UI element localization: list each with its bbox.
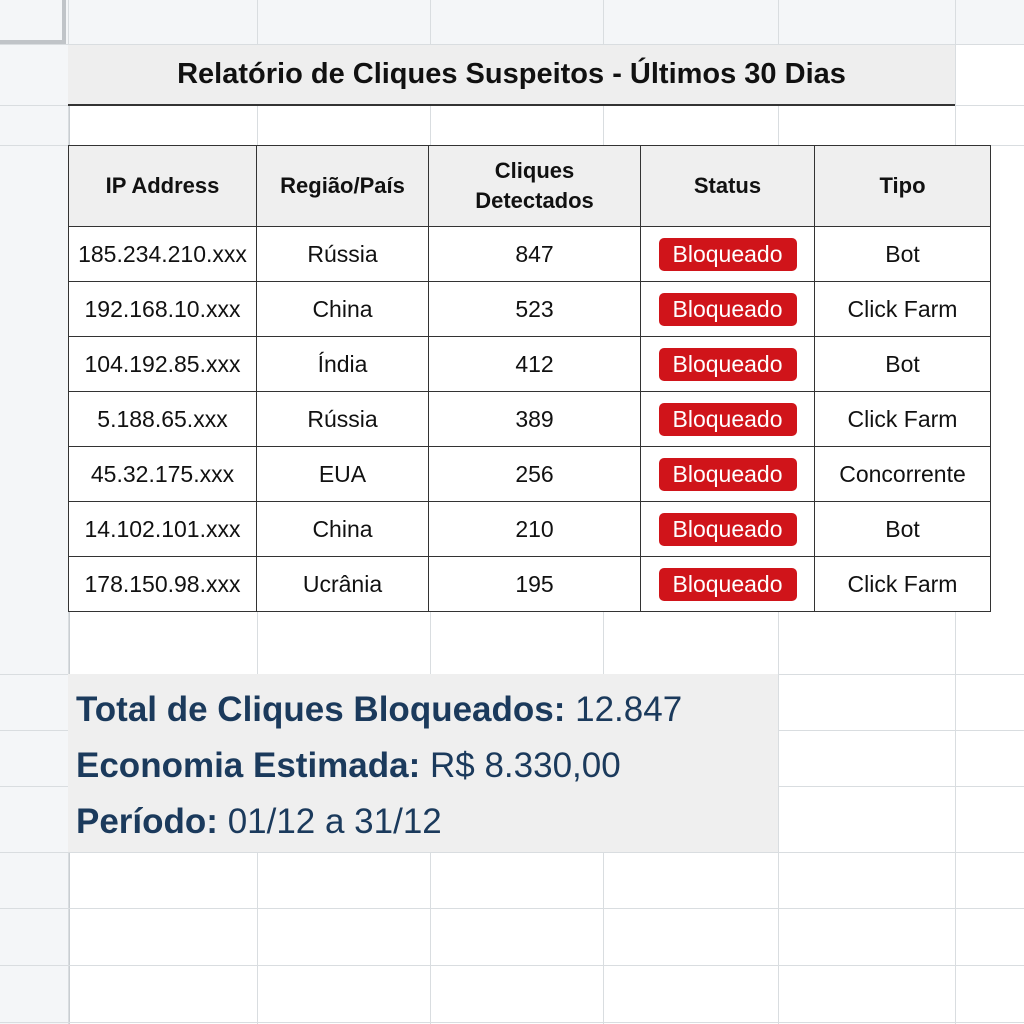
column-header-ip: IP Address: [68, 145, 257, 227]
period-value: 01/12 a 31/12: [227, 802, 442, 841]
table-row: 5.188.65.xxx Rússia 389 Bloqueado Click Farm: [68, 391, 991, 447]
region-cell[interactable]: Ucrânia: [256, 556, 429, 612]
status-cell[interactable]: Bloqueado: [640, 226, 815, 282]
table-row: 192.168.10.xxx China 523 Bloqueado Click Far…: [68, 281, 991, 337]
total-value: 12.847: [575, 690, 683, 729]
select-all-corner[interactable]: [0, 0, 66, 44]
clicks-cell[interactable]: 412: [428, 336, 641, 392]
clicks-cell[interactable]: 210: [428, 501, 641, 557]
table-row: 104.192.85.xxx Índia 412 Bloqueado Bot: [68, 336, 991, 392]
column-header-clicks: Cliques Detectados: [428, 145, 641, 227]
summary-total: Total de Cliques Bloqueados: 12.847: [76, 684, 778, 740]
type-cell[interactable]: Click Farm: [814, 391, 991, 447]
status-cell[interactable]: Bloqueado: [640, 281, 815, 337]
type-cell[interactable]: Concorrente: [814, 446, 991, 502]
total-label: Total de Cliques Bloqueados:: [76, 690, 566, 729]
row-header-column: [0, 0, 70, 1024]
status-cell[interactable]: Bloqueado: [640, 501, 815, 557]
status-badge: Bloqueado: [658, 237, 797, 271]
ip-cell[interactable]: 185.234.210.xxx: [68, 226, 257, 282]
ip-cell[interactable]: 14.102.101.xxx: [68, 501, 257, 557]
column-header-type: Tipo: [814, 145, 991, 227]
summary-period: Período: 01/12 a 31/12: [76, 796, 778, 852]
table-row: 14.102.101.xxx China 210 Bloqueado Bot: [68, 501, 991, 557]
region-cell[interactable]: Rússia: [256, 391, 429, 447]
clicks-cell[interactable]: 523: [428, 281, 641, 337]
ip-cell[interactable]: 45.32.175.xxx: [68, 446, 257, 502]
column-header-row: [68, 0, 1024, 44]
summary-savings: Economia Estimada: R$ 8.330,00: [76, 740, 778, 796]
column-header-region: Região/País: [256, 145, 429, 227]
region-cell[interactable]: China: [256, 501, 429, 557]
grid-row-line: [0, 1022, 1024, 1023]
type-cell[interactable]: Click Farm: [814, 281, 991, 337]
table-row: 178.150.98.xxx Ucrânia 195 Bloqueado Click F…: [68, 556, 991, 612]
status-badge: Bloqueado: [658, 347, 797, 381]
status-badge: Bloqueado: [658, 457, 797, 491]
grid-row-line: [0, 965, 1024, 966]
clicks-cell[interactable]: 256: [428, 446, 641, 502]
grid-row-line: [0, 44, 1024, 45]
grid-row-line: [0, 908, 1024, 909]
grid-row-line: [0, 852, 1024, 853]
table-header-row: IP Address Região/País Cliques Detectado…: [68, 145, 991, 227]
status-cell[interactable]: Bloqueado: [640, 446, 815, 502]
region-cell[interactable]: EUA: [256, 446, 429, 502]
ip-cell[interactable]: 192.168.10.xxx: [68, 281, 257, 337]
suspicious-clicks-table: IP Address Região/País Cliques Detectado…: [68, 145, 991, 612]
period-label: Período:: [76, 802, 218, 841]
clicks-cell[interactable]: 847: [428, 226, 641, 282]
savings-label: Economia Estimada:: [76, 746, 421, 785]
ip-cell[interactable]: 104.192.85.xxx: [68, 336, 257, 392]
status-cell[interactable]: Bloqueado: [640, 556, 815, 612]
table-row: 185.234.210.xxx Rússia 847 Bloqueado Bot: [68, 226, 991, 282]
status-badge: Bloqueado: [658, 512, 797, 546]
clicks-cell[interactable]: 389: [428, 391, 641, 447]
type-cell[interactable]: Bot: [814, 501, 991, 557]
clicks-cell[interactable]: 195: [428, 556, 641, 612]
savings-value: R$ 8.330,00: [430, 746, 621, 785]
type-cell[interactable]: Bot: [814, 226, 991, 282]
status-cell[interactable]: Bloqueado: [640, 391, 815, 447]
status-badge: Bloqueado: [658, 567, 797, 601]
ip-cell[interactable]: 5.188.65.xxx: [68, 391, 257, 447]
type-cell[interactable]: Bot: [814, 336, 991, 392]
summary-box: Total de Cliques Bloqueados: 12.847 Econ…: [68, 674, 778, 852]
report-title: Relatório de Cliques Suspeitos - Últimos…: [68, 45, 955, 106]
status-cell[interactable]: Bloqueado: [640, 336, 815, 392]
column-header-status: Status: [640, 145, 815, 227]
status-badge: Bloqueado: [658, 402, 797, 436]
type-cell[interactable]: Click Farm: [814, 556, 991, 612]
status-badge: Bloqueado: [658, 292, 797, 326]
region-cell[interactable]: Rússia: [256, 226, 429, 282]
region-cell[interactable]: China: [256, 281, 429, 337]
table-row: 45.32.175.xxx EUA 256 Bloqueado Concorrente: [68, 446, 991, 502]
region-cell[interactable]: Índia: [256, 336, 429, 392]
ip-cell[interactable]: 178.150.98.xxx: [68, 556, 257, 612]
